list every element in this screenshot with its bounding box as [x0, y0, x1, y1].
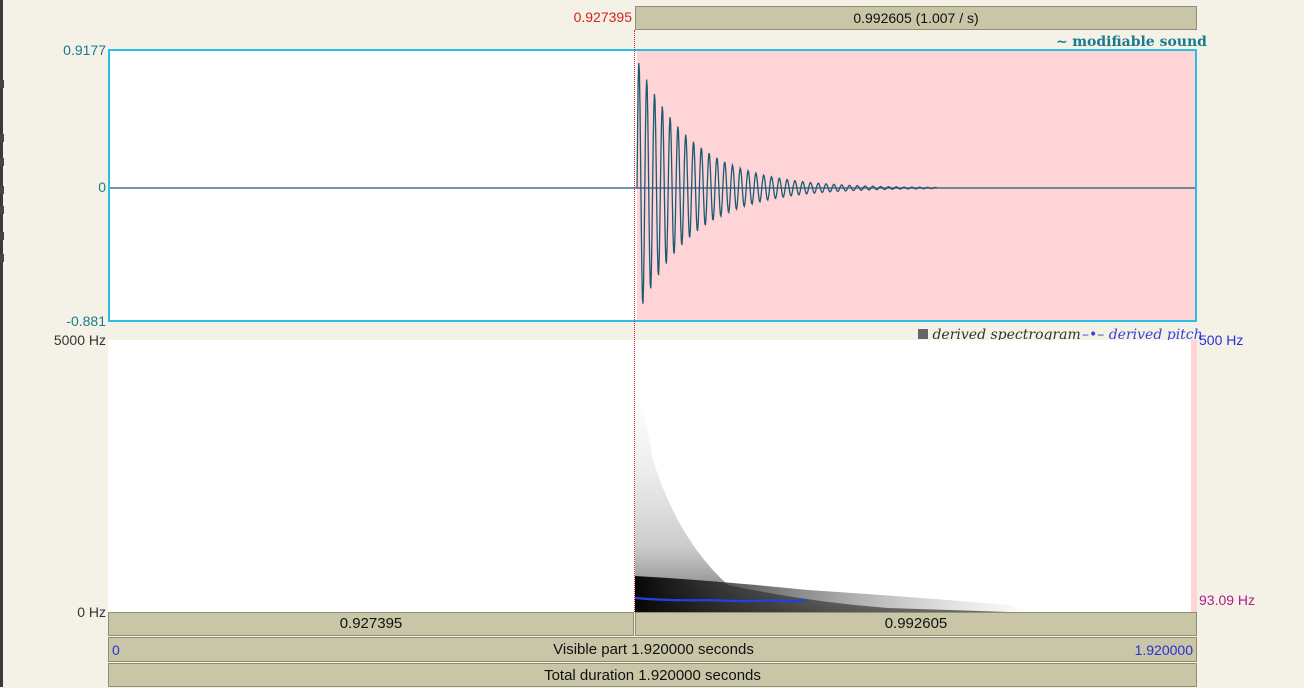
visible-part-label: Visible part 1.920000 seconds: [553, 641, 754, 658]
low-frequency-band: [635, 576, 1038, 612]
pitch-legend-label: derived pitch: [1108, 327, 1203, 343]
tilde-icon: ~: [1056, 34, 1068, 50]
spectrogram-swatch-icon: [918, 329, 928, 339]
selection-duration-button[interactable]: 0.992605 (1.007 / s): [635, 6, 1197, 30]
waveform-ymax: 0.9177: [63, 42, 106, 58]
waveform-svg: [110, 51, 1195, 320]
visible-start-label: 0: [112, 642, 120, 658]
freq-min-label: 0 Hz: [77, 604, 106, 620]
waveform-panel[interactable]: [108, 49, 1197, 322]
waveform-yzero: 0: [98, 179, 106, 195]
spectrogram-svg: [634, 340, 1197, 612]
pitch-legend: –•– derived pitch: [1082, 326, 1203, 344]
segment-right-button[interactable]: 0.992605: [635, 612, 1197, 636]
waveform-legend-label: modifiable sound: [1072, 34, 1207, 50]
freq-max-label: 5000 Hz: [53, 332, 106, 348]
spectrogram-legend: derived spectrogram: [918, 326, 1081, 344]
pitch-value-label: 93.09 Hz: [1199, 592, 1256, 608]
cursor-line[interactable]: [634, 30, 635, 612]
selection-highlight: [637, 51, 1195, 320]
segment-left-button[interactable]: 0.927395: [108, 612, 634, 636]
waveform-ymin: -0.881: [66, 313, 106, 329]
spectrogram-legend-label: derived spectrogram: [932, 327, 1081, 343]
waveform-legend: ~ modifiable sound: [1056, 33, 1207, 51]
window-left-edge: [0, 0, 3, 687]
spectral-energy: [635, 390, 1008, 612]
selection-edge-highlight: [1191, 340, 1197, 612]
total-duration-bar[interactable]: Total duration 1.920000 seconds: [108, 663, 1197, 687]
visible-part-bar[interactable]: 0 Visible part 1.920000 seconds 1.920000: [108, 637, 1197, 662]
visible-end-label: 1.920000: [1134, 642, 1193, 658]
cursor-time-label: 0.927395: [573, 9, 632, 25]
pitch-line-icon: –•–: [1082, 327, 1105, 343]
waveform-trace: [636, 63, 938, 304]
pitch-contour: [634, 596, 807, 603]
pitch-max-label: 500 Hz: [1199, 332, 1244, 348]
spectrogram-panel[interactable]: [108, 340, 1197, 612]
